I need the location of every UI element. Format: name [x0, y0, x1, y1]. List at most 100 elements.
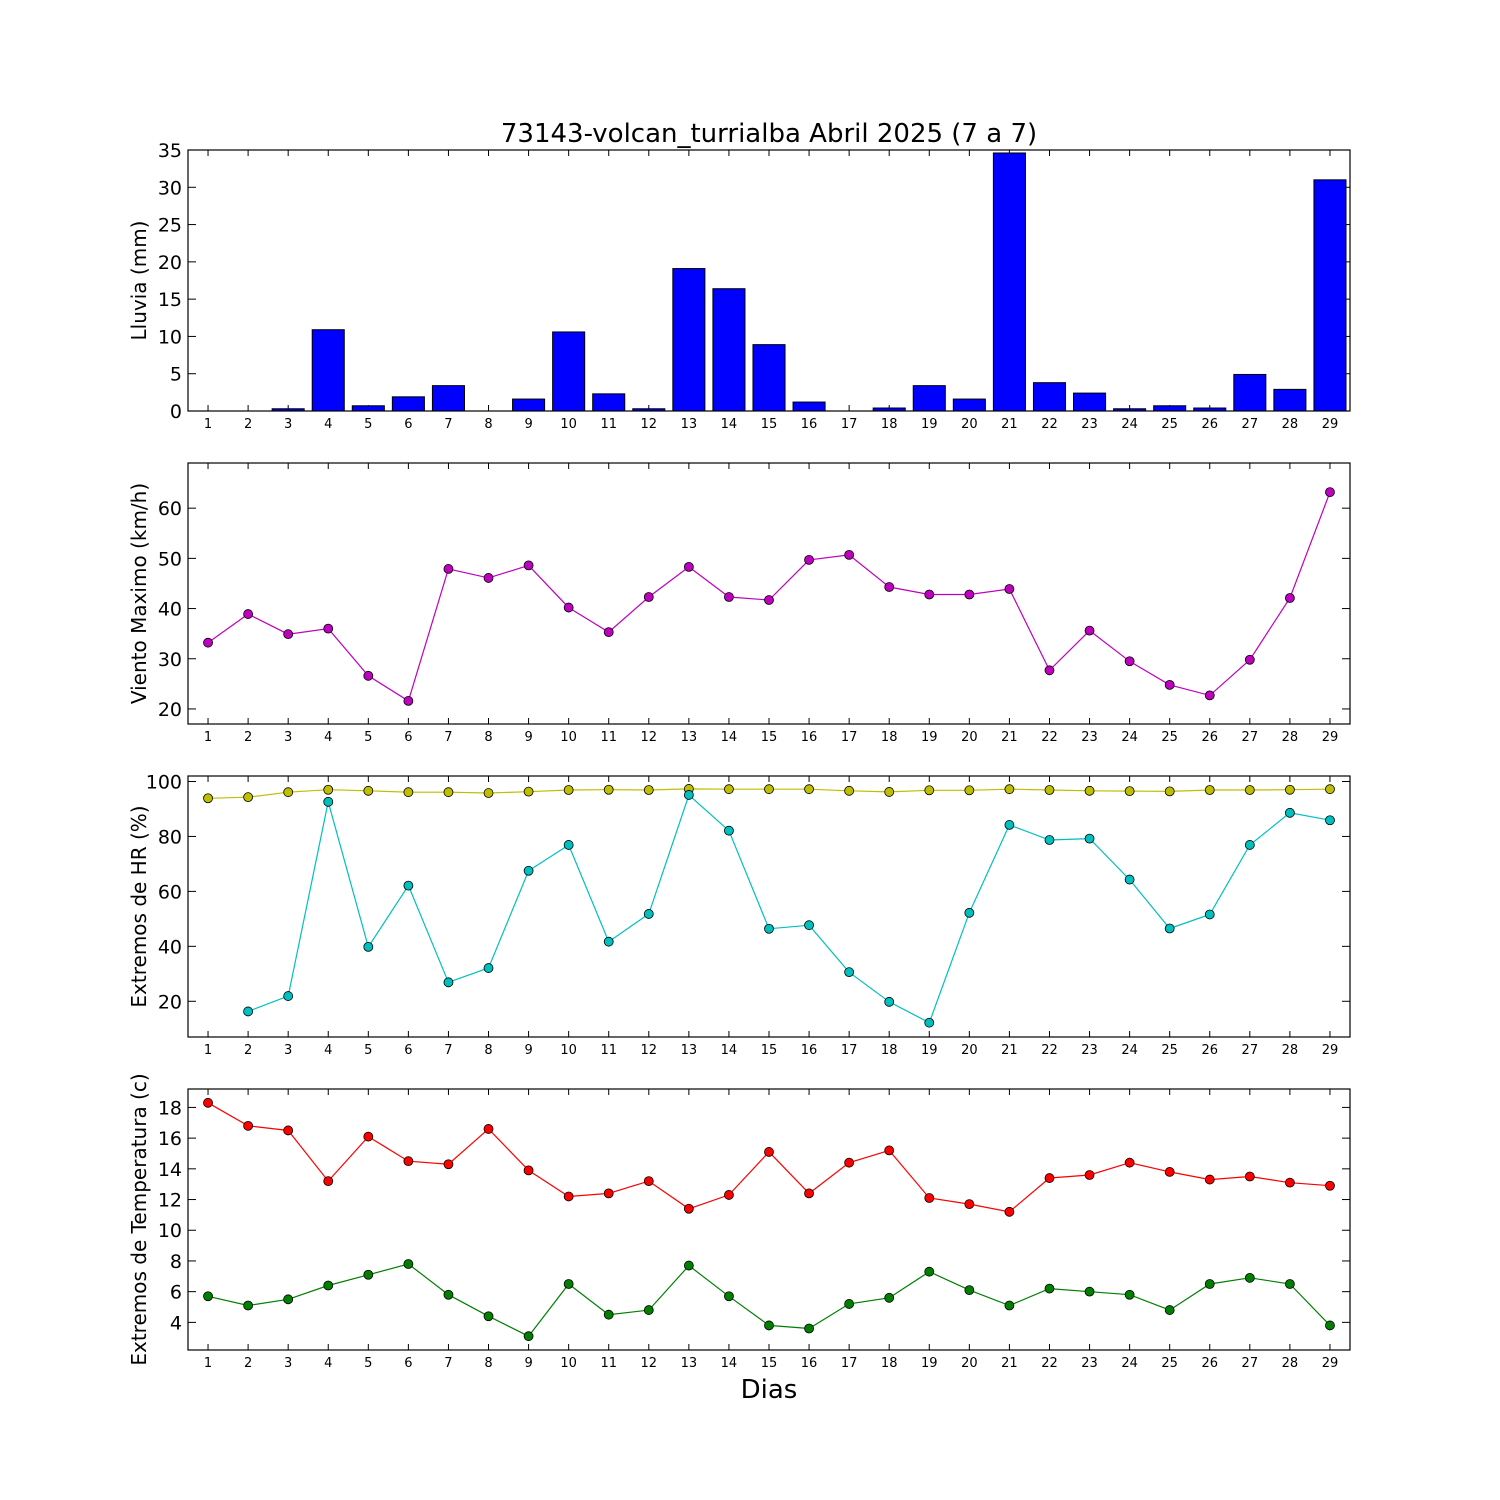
point-series-0-day-17 — [844, 785, 855, 796]
x-tick-label: 14 — [721, 730, 738, 745]
x-tick-label: 7 — [444, 417, 452, 432]
point-series-0-day-22 — [1044, 1173, 1055, 1183]
point-series-1-day-12 — [643, 1305, 654, 1315]
plot-frame — [187, 1088, 1351, 1351]
x-tick-label: 20 — [961, 417, 978, 432]
bar-day-16 — [792, 401, 826, 412]
point-series-0-day-18 — [884, 1145, 895, 1156]
y-tick-label: 60 — [158, 881, 182, 903]
point-series-0-day-16 — [804, 554, 814, 565]
x-tick-label: 13 — [681, 730, 698, 745]
point-series-1-day-11 — [603, 1309, 614, 1320]
x-tick-label: 26 — [1201, 730, 1218, 745]
point-series-1-day-3 — [283, 1294, 294, 1305]
point-series-0-day-23 — [1084, 785, 1095, 796]
y-axis-label: Lluvia (mm) — [127, 221, 151, 341]
point-series-1-day-4 — [323, 796, 334, 807]
x-tick-label: 28 — [1282, 417, 1299, 432]
y-tick-label: 18 — [158, 1097, 182, 1119]
x-tick-label: 22 — [1041, 730, 1058, 745]
point-series-1-day-20 — [964, 1285, 975, 1296]
point-series-1-day-4 — [323, 1280, 334, 1291]
y-tick-label: 8 — [170, 1251, 182, 1273]
point-series-0-day-29 — [1325, 1180, 1335, 1191]
x-tick-label: 6 — [404, 417, 412, 432]
x-tick-label: 24 — [1121, 1043, 1138, 1058]
point-series-1-day-14 — [724, 825, 734, 836]
point-series-0-day-4 — [323, 623, 334, 634]
x-tick-label: 6 — [404, 1356, 412, 1371]
x-tick-label: 4 — [324, 1356, 332, 1371]
x-tick-label: 4 — [324, 730, 332, 745]
x-tick-label: 25 — [1161, 1356, 1178, 1371]
x-tick-label: 3 — [284, 1356, 292, 1371]
point-series-0-day-5 — [363, 1131, 374, 1142]
point-series-0-day-11 — [603, 784, 614, 795]
x-tick-label: 15 — [761, 1043, 778, 1058]
point-series-0-day-26 — [1204, 690, 1215, 701]
point-series-1-day-10 — [563, 1279, 574, 1289]
point-series-0-day-19 — [924, 589, 935, 600]
x-tick-label: 11 — [600, 417, 617, 432]
x-tick-label: 11 — [600, 730, 617, 745]
x-tick-label: 10 — [560, 1043, 577, 1058]
point-series-0-day-28 — [1284, 593, 1295, 603]
point-series-0-day-1 — [203, 1097, 213, 1108]
point-series-0-day-29 — [1325, 487, 1335, 498]
point-series-0-day-14 — [724, 1190, 734, 1200]
y-tick-label: 50 — [158, 548, 182, 570]
x-tick-label: 25 — [1161, 417, 1178, 432]
point-series-0-day-21 — [1004, 584, 1015, 594]
x-tick-label: 8 — [484, 730, 492, 745]
point-series-1-day-28 — [1284, 807, 1295, 818]
point-series-1-day-21 — [1004, 1300, 1015, 1311]
bar-day-25 — [1153, 405, 1187, 412]
point-series-0-day-18 — [884, 582, 895, 592]
point-series-0-day-21 — [1004, 1206, 1015, 1217]
x-tick-label: 2 — [244, 1356, 252, 1371]
x-tick-label: 24 — [1121, 730, 1138, 745]
point-series-0-day-19 — [924, 785, 935, 796]
x-tick-label: 5 — [364, 1043, 372, 1058]
x-tick-label: 18 — [881, 1043, 898, 1058]
y-tick-label: 16 — [158, 1128, 182, 1150]
point-series-0-day-21 — [1004, 784, 1015, 795]
point-series-1-day-9 — [523, 1331, 534, 1342]
x-tick-label: 24 — [1121, 1356, 1138, 1371]
point-series-0-day-2 — [243, 609, 254, 619]
x-tick-label: 26 — [1201, 1043, 1218, 1058]
point-series-1-day-2 — [243, 1006, 254, 1017]
y-axis-label: Extremos de Temperatura (c) — [127, 1073, 151, 1365]
x-tick-label: 10 — [560, 1356, 577, 1371]
x-tick-label: 20 — [961, 1356, 978, 1371]
point-series-0-day-20 — [964, 1199, 975, 1210]
point-series-0-day-24 — [1124, 786, 1135, 797]
x-tick-label: 16 — [801, 1356, 818, 1371]
x-tick-label: 14 — [721, 1356, 738, 1371]
point-series-0-day-9 — [523, 560, 534, 571]
point-series-1-day-8 — [483, 1311, 494, 1322]
point-series-0-day-13 — [683, 561, 694, 572]
x-tick-label: 6 — [404, 730, 412, 745]
point-series-0-day-10 — [563, 1191, 574, 1202]
point-series-0-day-27 — [1244, 785, 1255, 795]
x-tick-label: 29 — [1322, 1356, 1339, 1371]
point-series-0-day-3 — [283, 629, 294, 640]
point-series-0-day-2 — [243, 792, 254, 803]
y-tick-label: 30 — [158, 649, 182, 671]
point-series-0-day-20 — [964, 589, 975, 600]
point-series-0-day-28 — [1284, 784, 1295, 795]
x-tick-label: 9 — [524, 1043, 532, 1058]
point-series-1-day-13 — [683, 790, 694, 800]
y-tick-label: 15 — [158, 289, 182, 311]
x-tick-label: 19 — [921, 1043, 938, 1058]
x-tick-label: 7 — [444, 1356, 452, 1371]
point-series-0-day-7 — [443, 564, 454, 574]
x-tick-label: 15 — [761, 417, 778, 432]
x-tick-label: 1 — [204, 1043, 212, 1058]
x-tick-label: 5 — [364, 1356, 372, 1371]
point-series-1-day-29 — [1325, 1320, 1335, 1331]
x-tick-label: 25 — [1161, 730, 1178, 745]
point-series-1-day-2 — [243, 1300, 254, 1311]
